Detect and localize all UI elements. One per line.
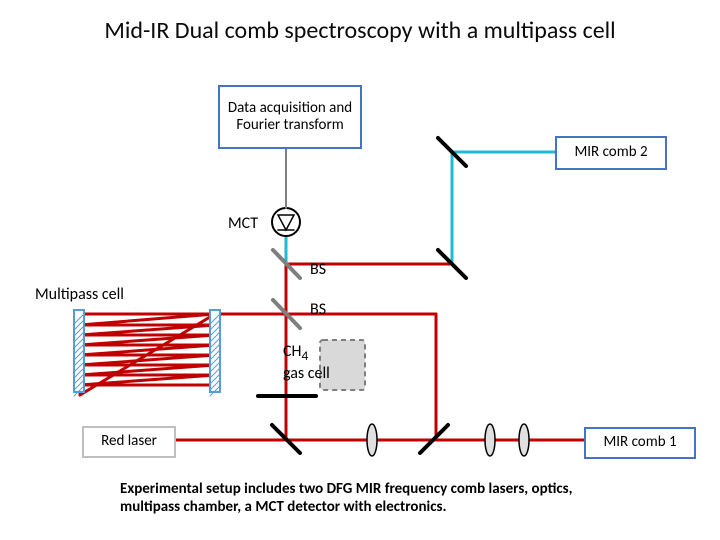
mct-label: MCT xyxy=(228,214,258,233)
bs2-label: BS xyxy=(310,300,326,319)
caption: Experimental setup includes two DFG MIR … xyxy=(120,480,630,516)
diagram-svg xyxy=(0,0,720,540)
multipass-label: Multipass cell xyxy=(35,285,124,304)
redlaser-box: Red laser xyxy=(82,426,176,458)
comb2-box: MIR comb 2 xyxy=(555,136,667,170)
comb1-box: MIR comb 1 xyxy=(584,427,696,459)
bs1-label: BS xyxy=(310,260,326,279)
daq-box: Data acquisition and Fourier transform xyxy=(218,85,362,149)
ch4-label: CH4gas cell xyxy=(283,342,330,383)
